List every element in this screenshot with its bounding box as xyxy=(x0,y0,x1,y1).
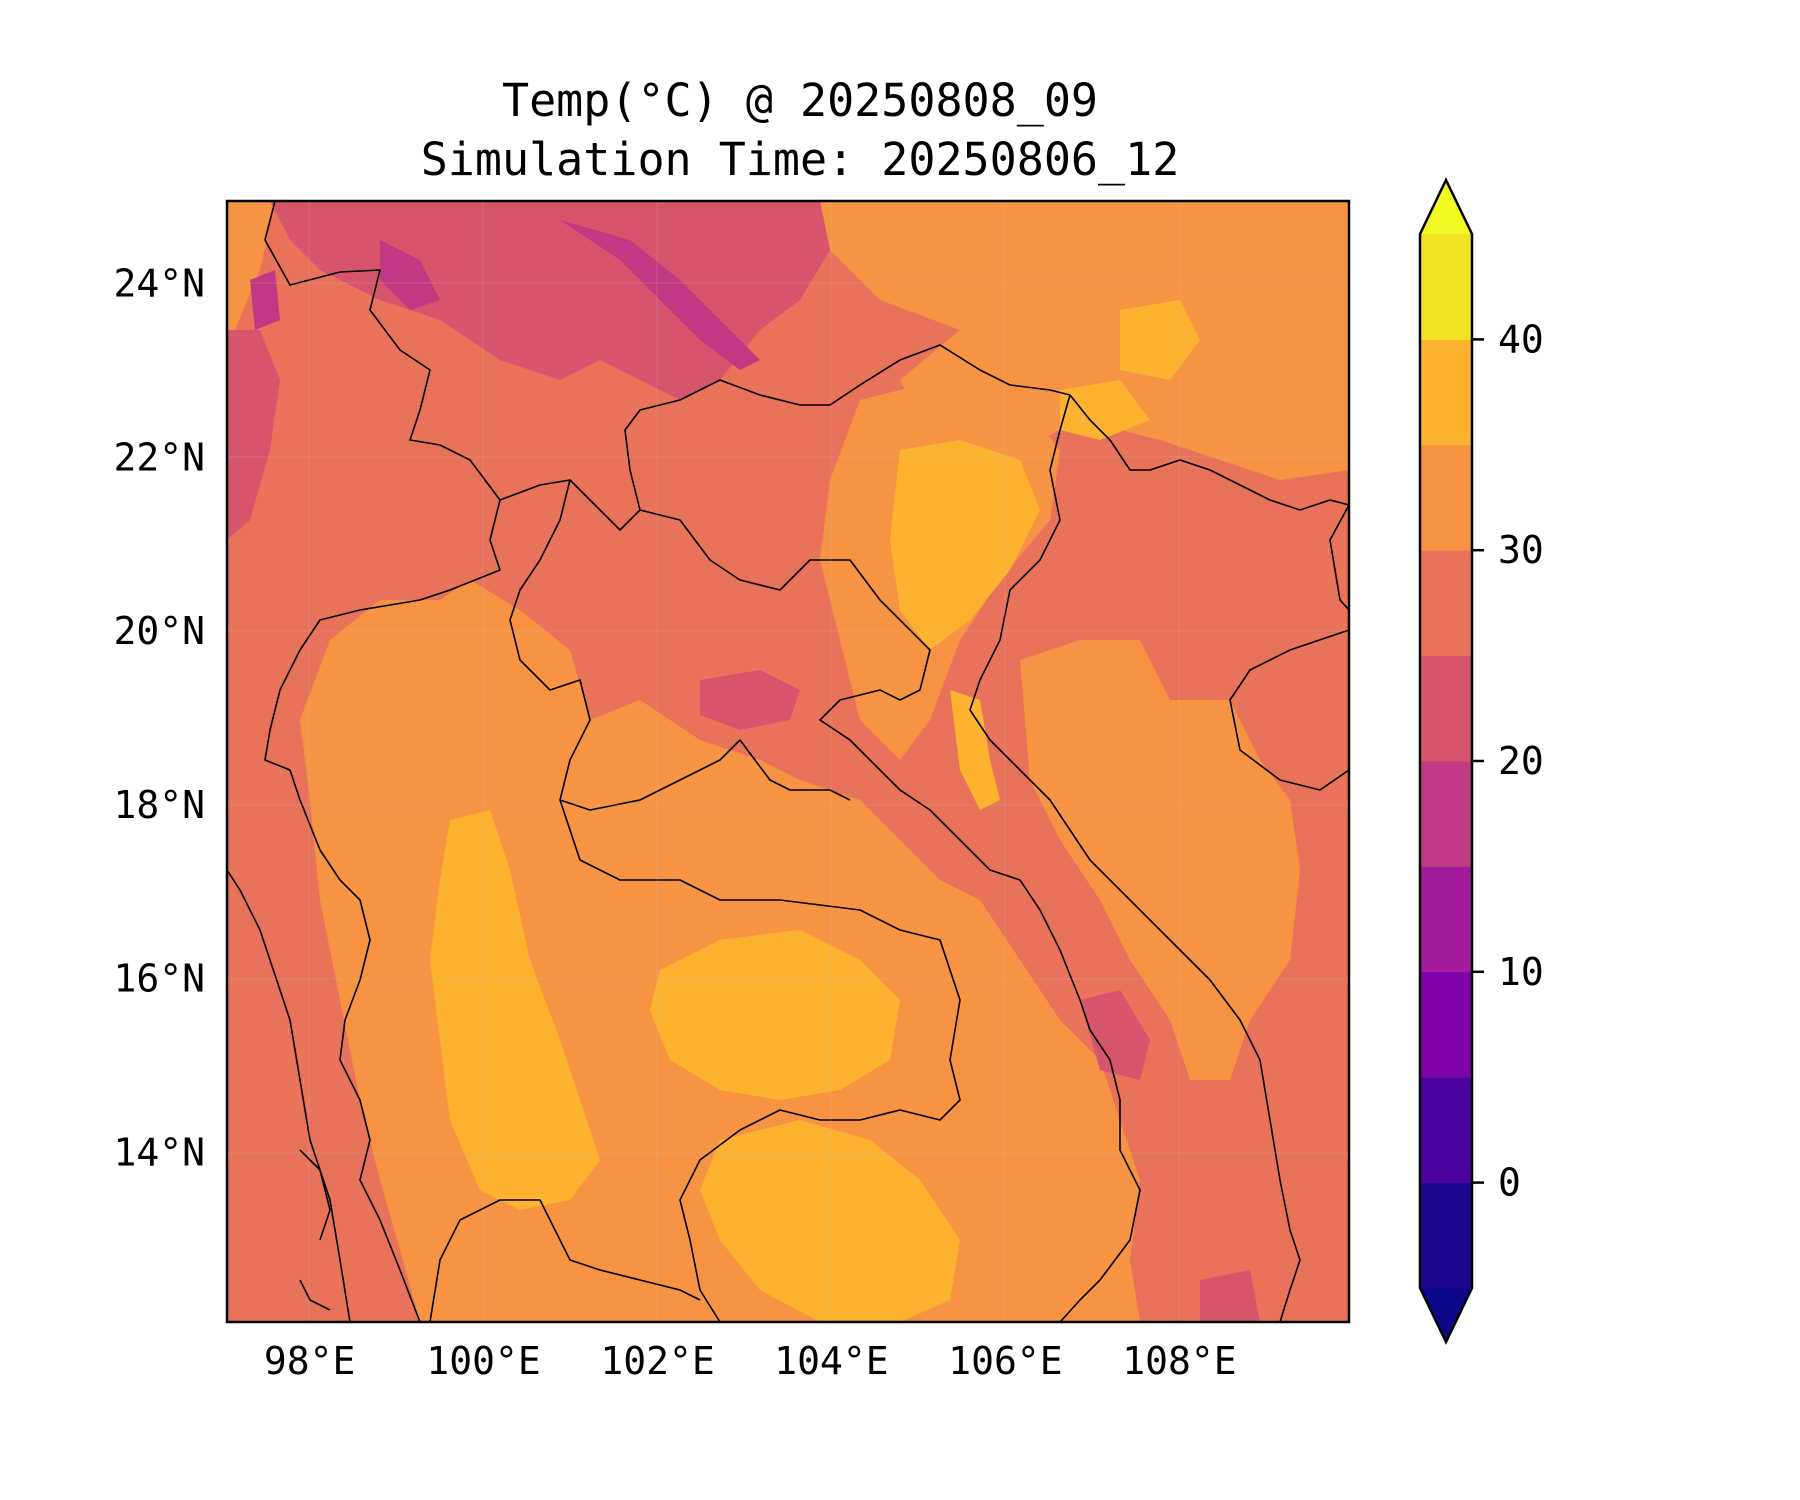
temperature-band-20-25 xyxy=(700,670,800,730)
temperature-band-30-35 xyxy=(1020,640,1300,1080)
temperature-band-20-25 xyxy=(227,330,280,540)
colorbar-under-extension xyxy=(1420,1288,1472,1342)
temperature-band-20-25 xyxy=(270,201,830,400)
country-borders xyxy=(264,201,1141,1322)
colorbar-tick-label: 20 xyxy=(1498,739,1544,783)
temperature-band-35-40 xyxy=(700,1120,960,1322)
temperature-band-15-20 xyxy=(380,240,440,310)
y-tick-label: 14°N xyxy=(113,1131,205,1175)
x-axis-ticks: 98°E 100°E 102°E 104°E 106°E 108°E xyxy=(264,1339,1237,1383)
colorbar-segment xyxy=(1420,655,1472,762)
x-tick-label: 100°E xyxy=(426,1339,540,1383)
x-tick-label: 98°E xyxy=(264,1339,356,1383)
temperature-band-35-40 xyxy=(650,930,900,1100)
gridlines xyxy=(227,201,1349,1322)
colorbar-segment xyxy=(1420,1077,1472,1184)
colorbar-tick-label: 40 xyxy=(1498,317,1544,361)
map-panel xyxy=(227,201,1349,1322)
x-tick-label: 108°E xyxy=(1122,1339,1236,1383)
coastlines xyxy=(227,394,1349,1322)
colorbar-segment xyxy=(1420,1182,1472,1289)
colorbar-segment xyxy=(1420,339,1472,446)
y-tick-label: 20°N xyxy=(113,609,205,653)
temperature-band-35-40 xyxy=(950,690,1000,810)
temperature-band-35-40 xyxy=(1060,380,1150,440)
temperature-band-20-25 xyxy=(1200,1270,1260,1322)
x-tick-label: 104°E xyxy=(774,1339,888,1383)
y-tick-label: 18°N xyxy=(113,783,205,827)
temperature-band-35-40 xyxy=(430,810,600,1210)
colorbar-tick-label: 0 xyxy=(1498,1161,1521,1205)
colorbar-over-extension xyxy=(1420,180,1472,234)
temperature-band-30-35 xyxy=(227,201,275,330)
colorbar: 0 10 20 30 40 xyxy=(1418,177,1544,1345)
y-axis-ticks: 24°N 22°N 20°N 18°N 16°N 14°N xyxy=(113,262,205,1175)
map-subtitle: Simulation Time: 20250806_12 xyxy=(420,133,1180,186)
colorbar-outline xyxy=(1418,177,1474,1345)
temperature-band-15-20 xyxy=(250,270,280,330)
x-tick-label: 102°E xyxy=(600,1339,714,1383)
colorbar-tick-label: 30 xyxy=(1498,528,1544,572)
temperature-band-20-25 xyxy=(1080,990,1150,1080)
temperature-band-35-40 xyxy=(1120,300,1200,380)
colorbar-segment xyxy=(1420,234,1472,340)
colorbar-segment xyxy=(1420,550,1472,657)
colorbar-segment xyxy=(1420,444,1472,551)
y-tick-label: 24°N xyxy=(113,262,205,306)
map-frame xyxy=(225,199,1351,1324)
temperature-band-15-20 xyxy=(560,220,760,370)
temperature-band-35-40 xyxy=(890,440,1040,650)
y-tick-label: 22°N xyxy=(113,435,205,479)
colorbar-segment xyxy=(1420,971,1472,1078)
colorbar-tick-label: 10 xyxy=(1498,950,1544,994)
y-tick-label: 16°N xyxy=(113,957,205,1001)
colorbar-segment xyxy=(1420,866,1472,973)
colorbar-segment xyxy=(1420,761,1472,867)
map-title: Temp(°C) @ 20250808_09 xyxy=(501,74,1099,127)
x-tick-label: 106°E xyxy=(948,1339,1062,1383)
